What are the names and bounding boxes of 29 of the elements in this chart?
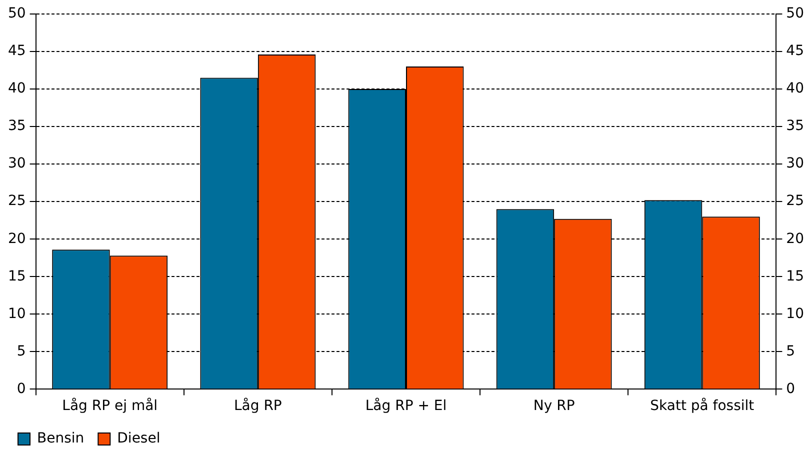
y2-tick-label: 35 bbox=[786, 118, 804, 134]
y-tick-label: 0 bbox=[16, 380, 26, 397]
y2-tick-label: 20 bbox=[786, 230, 804, 247]
y-tick-label: 15 bbox=[8, 268, 26, 284]
y2-tick-label: 15 bbox=[786, 268, 804, 284]
y-tick-label: 35 bbox=[8, 118, 26, 134]
y2-tick-label: 50 bbox=[786, 6, 804, 22]
legend-label: Bensin bbox=[37, 430, 84, 447]
y-tick-label: 20 bbox=[8, 230, 26, 247]
y-tick-label: 50 bbox=[8, 6, 26, 22]
y2-tick-label: 0 bbox=[786, 380, 796, 397]
y-tick-label: 30 bbox=[8, 156, 26, 172]
y-tick-label: 25 bbox=[8, 193, 26, 210]
x-tick-label: Låg RP bbox=[234, 397, 282, 414]
x-tick-label: Låg RP ej mål bbox=[62, 397, 158, 414]
y2-tick-label: 25 bbox=[786, 193, 804, 210]
legend-label: Diesel bbox=[117, 430, 160, 447]
y-tick-label: 45 bbox=[8, 43, 26, 60]
x-tick-label: Ny RP bbox=[533, 398, 575, 414]
y2-tick-label: 5 bbox=[786, 343, 796, 360]
y2-tick-label: 30 bbox=[786, 156, 804, 172]
y-tick-label: 40 bbox=[8, 80, 26, 97]
y-tick-label: 10 bbox=[8, 306, 26, 322]
x-tick-label: Skatt på fossilt bbox=[650, 397, 755, 414]
y-tick-label: 5 bbox=[16, 343, 26, 360]
y2-tick-label: 45 bbox=[786, 43, 804, 60]
x-tick-label: Låg RP + El bbox=[365, 397, 447, 414]
y2-tick-label: 10 bbox=[786, 306, 804, 322]
y2-tick-label: 40 bbox=[786, 80, 804, 97]
